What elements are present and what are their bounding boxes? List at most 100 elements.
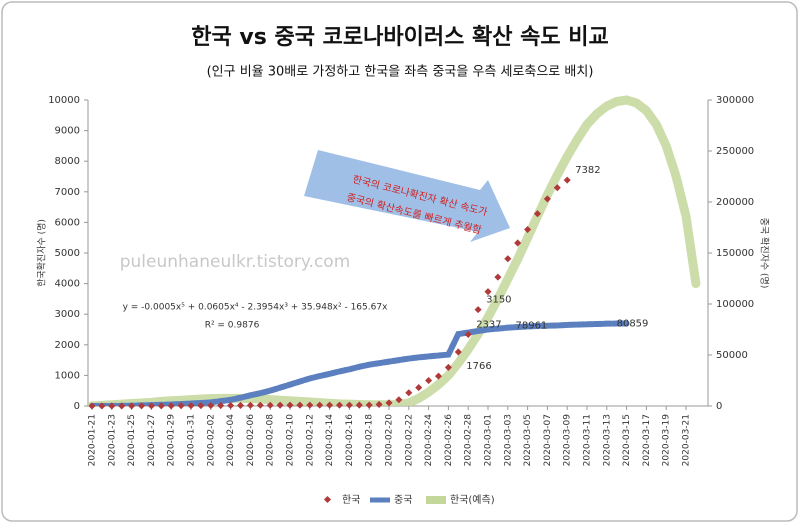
data-point (444, 363, 452, 371)
callout-arrow (304, 150, 510, 242)
x-tick-label: 2020-01-25 (127, 414, 137, 466)
chart-subtitle: (인구 비율 30배로 가정하고 한국을 좌측 중국을 우측 세로축으로 배치) (207, 65, 594, 80)
data-point (227, 401, 235, 410)
chart-title: 한국 vs 중국 코로나바이러스 확산 속도 비교 (191, 25, 608, 50)
data-point (207, 402, 215, 410)
x-tick-label: 2020-03-17 (642, 414, 652, 466)
data-point (296, 401, 304, 409)
data-point (167, 402, 175, 410)
data-point (355, 401, 363, 409)
data-point (494, 273, 502, 281)
data-point (553, 184, 561, 192)
data-label: 7382 (575, 165, 600, 176)
data-point (147, 402, 155, 410)
data-point (118, 402, 126, 410)
y-tick-label: 9000 (55, 126, 80, 137)
x-tick-label: 2020-02-24 (424, 414, 434, 467)
data-point (524, 226, 532, 234)
x-tick-label: 2020-03-05 (523, 414, 533, 466)
data-point (236, 401, 245, 409)
x-tick-label: 2020-02-12 (305, 414, 315, 466)
data-point (98, 402, 106, 410)
data-point (454, 348, 462, 356)
x-tick-label: 2020-02-18 (365, 414, 375, 467)
data-point (533, 210, 542, 218)
x-tick-label: 2020-02-16 (345, 414, 355, 467)
y-tick-label: 2000 (55, 340, 80, 351)
data-label: 2337 (476, 319, 501, 330)
y-tick-label: 5000 (55, 248, 80, 259)
y2-axis-title: 중국 확진자수 (명) (759, 218, 771, 289)
data-point (316, 401, 324, 409)
y-tick-label: 0 (74, 401, 80, 412)
y-tick-label: 3000 (55, 309, 80, 320)
data-point (286, 401, 294, 409)
data-point (345, 401, 353, 409)
data-point (434, 372, 443, 380)
x-tick-label: 2020-02-02 (206, 414, 216, 466)
data-point (157, 402, 165, 410)
series-line (88, 95, 701, 406)
y-tick-label: 6000 (55, 217, 80, 228)
x-tick-label: 2020-02-14 (325, 414, 335, 467)
legend-label: 한국 (342, 494, 360, 506)
x-tick-label: 2020-01-29 (167, 414, 177, 467)
x-tick-label: 2020-01-23 (107, 414, 117, 466)
y-tick-label: 1000 (55, 370, 80, 381)
x-tick-label: 2020-03-13 (602, 414, 612, 466)
x-tick-label: 2020-02-28 (464, 414, 474, 467)
data-point (375, 400, 383, 408)
data-point (464, 330, 472, 339)
data-point (246, 401, 254, 409)
data-point (425, 376, 433, 385)
data-point (187, 402, 195, 410)
x-tick-label: 2020-03-07 (543, 414, 553, 466)
y-tick-label: 10000 (48, 95, 80, 106)
data-point (108, 402, 116, 410)
y2-tick-label: 150000 (716, 248, 754, 259)
x-tick-label: 2020-02-06 (246, 414, 256, 467)
x-tick-label: 2020-03-01 (484, 414, 494, 466)
legend-marker (323, 495, 332, 504)
x-tick-label: 2020-03-21 (682, 414, 692, 466)
y2-tick-label: 250000 (716, 146, 754, 157)
x-tick-label: 2020-02-26 (444, 414, 454, 467)
data-label: 3150 (486, 295, 511, 306)
legend-label: 중국 (394, 494, 412, 506)
y-tick-label: 7000 (55, 187, 80, 198)
data-point (474, 306, 482, 314)
data-point (276, 401, 284, 409)
data-label: 80859 (617, 319, 649, 330)
x-tick-label: 2020-02-10 (286, 414, 296, 467)
data-point (256, 401, 264, 409)
x-tick-label: 2020-01-31 (187, 414, 197, 466)
data-point (335, 401, 344, 409)
data-point (395, 396, 403, 404)
data-point (137, 402, 146, 410)
legend-label: 한국(예측) (450, 494, 495, 506)
data-point (514, 239, 522, 247)
x-tick-label: 2020-03-19 (662, 414, 672, 467)
y2-tick-label: 200000 (716, 197, 754, 208)
x-tick-label: 2020-03-11 (583, 414, 593, 466)
data-point (197, 402, 205, 410)
data-point (405, 389, 413, 397)
y-tick-label: 4000 (55, 279, 80, 290)
data-label: 78961 (515, 320, 547, 331)
data-point (128, 402, 136, 410)
x-tick-label: 2020-02-08 (266, 414, 276, 467)
trend-r2: R² = 0.9876 (205, 321, 260, 331)
x-tick-label: 2020-01-27 (147, 414, 157, 466)
x-tick-label: 2020-03-15 (622, 414, 632, 466)
x-tick-label: 2020-03-03 (503, 414, 513, 466)
data-label: 1766 (466, 361, 491, 372)
data-point (415, 384, 423, 392)
x-tick-label: 2020-02-04 (226, 414, 236, 467)
y2-tick-label: 0 (716, 401, 722, 412)
data-point (385, 399, 393, 407)
data-point (543, 195, 551, 203)
y-tick-label: 8000 (55, 156, 80, 167)
data-point (177, 402, 185, 410)
